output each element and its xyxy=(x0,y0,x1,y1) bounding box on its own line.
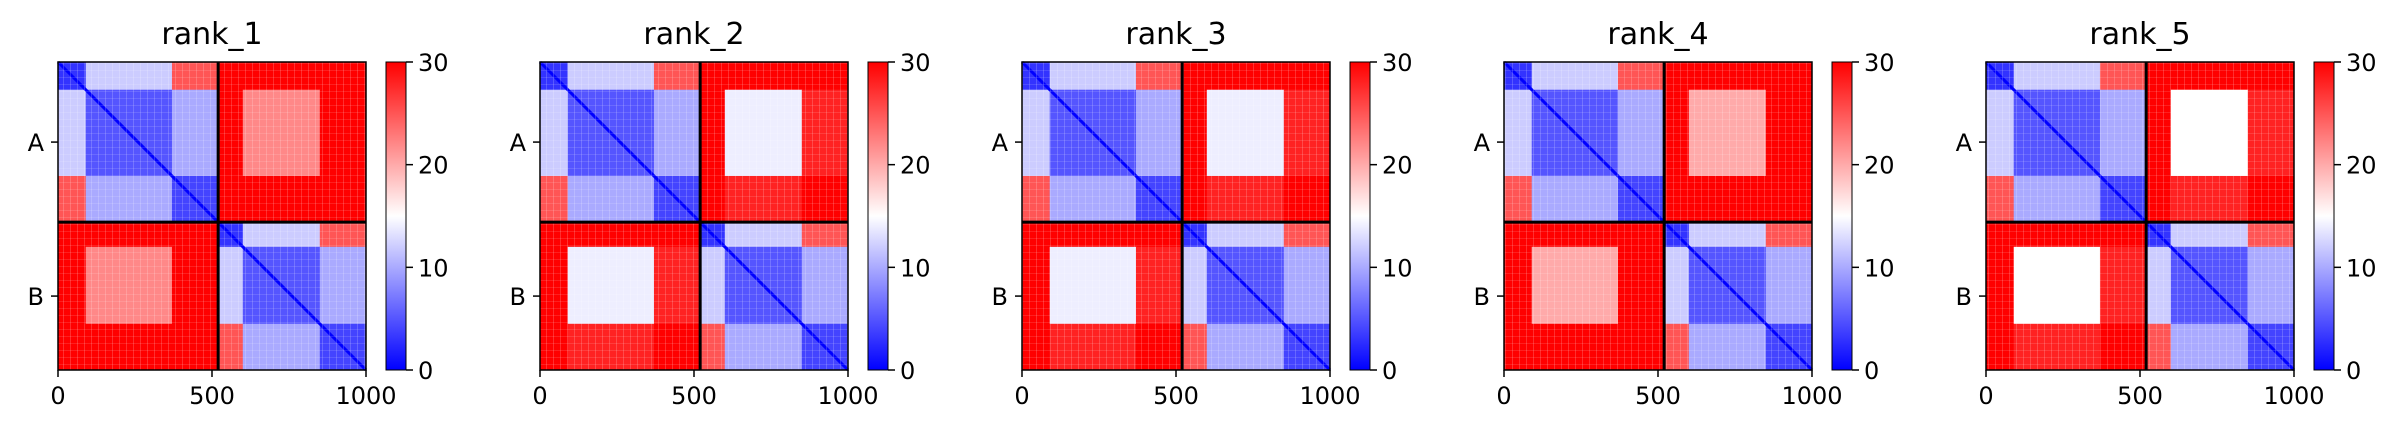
panel-rank_5: rank_5 0 500 1000 A B 0 10 20 30 xyxy=(1956,17,2377,410)
colorbar-tick-label: 30 xyxy=(1864,49,1895,77)
x-tick-label: 500 xyxy=(1635,382,1681,410)
x-tick-label: 1000 xyxy=(2263,382,2324,410)
y-tick-label: B xyxy=(992,283,1008,311)
colorbar-tick-label: 30 xyxy=(2346,49,2377,77)
heatmap xyxy=(1020,60,1332,372)
colorbar-tick-label: 0 xyxy=(1382,357,1397,385)
x-tick-label: 500 xyxy=(2117,382,2163,410)
y-tick-label: B xyxy=(510,283,526,311)
panel-title: rank_3 xyxy=(1125,17,1226,52)
colorbar-tick-label: 10 xyxy=(1864,254,1895,282)
colorbar-tick-label: 20 xyxy=(2346,152,2377,180)
x-tick-label: 500 xyxy=(671,382,717,410)
x-tick-label: 1000 xyxy=(817,382,878,410)
y-tick-label: A xyxy=(992,129,1009,157)
colorbar-tick-label: 0 xyxy=(2346,357,2361,385)
x-tick-label: 1000 xyxy=(1299,382,1360,410)
y-tick-label: A xyxy=(510,129,527,157)
panel-rank_1: rank_1 0 500 1000 A B 0 10 20 30 xyxy=(28,17,449,410)
y-tick-label: B xyxy=(28,283,44,311)
panel-title: rank_2 xyxy=(643,17,744,52)
heatmap xyxy=(538,60,850,372)
colorbar-tick-label: 10 xyxy=(2346,254,2377,282)
y-tick-label: B xyxy=(1474,283,1490,311)
panel-rank_4: rank_4 0 500 1000 A B 0 10 20 30 xyxy=(1474,17,1895,410)
colorbar-tick-label: 0 xyxy=(418,357,433,385)
x-tick-label: 0 xyxy=(1014,382,1029,410)
colorbar-tick-label: 10 xyxy=(900,254,931,282)
texture-overlay xyxy=(1022,62,1330,370)
colorbar-tick-label: 20 xyxy=(418,152,449,180)
panel-title: rank_1 xyxy=(161,17,262,52)
colorbar-tick-label: 10 xyxy=(1382,254,1413,282)
panel-title: rank_5 xyxy=(2089,17,2190,52)
panel-rank_2: rank_2 0 500 1000 A B 0 10 20 30 xyxy=(510,17,931,410)
texture-overlay xyxy=(1504,62,1812,370)
texture-overlay xyxy=(1986,62,2294,370)
y-tick-label: A xyxy=(1474,129,1491,157)
panel-title: rank_4 xyxy=(1607,17,1708,52)
y-tick-label: A xyxy=(1956,129,1973,157)
x-tick-label: 0 xyxy=(532,382,547,410)
colorbar xyxy=(1831,61,1853,371)
colorbar-tick-label: 20 xyxy=(1382,152,1413,180)
heatmap xyxy=(1984,60,2296,372)
colorbar xyxy=(2313,61,2335,371)
y-tick-label: B xyxy=(1956,283,1972,311)
x-tick-label: 1000 xyxy=(1781,382,1842,410)
x-tick-label: 0 xyxy=(1496,382,1511,410)
x-tick-label: 500 xyxy=(1153,382,1199,410)
colorbar-tick-label: 20 xyxy=(1864,152,1895,180)
heatmap xyxy=(56,60,368,372)
texture-overlay xyxy=(58,62,366,370)
colorbar-tick-label: 10 xyxy=(418,254,449,282)
heatmap xyxy=(1502,60,1814,372)
panel-rank_3: rank_3 0 500 1000 A B 0 10 20 30 xyxy=(992,17,1413,410)
colorbar-tick-label: 0 xyxy=(1864,357,1879,385)
colorbar xyxy=(385,61,407,371)
texture-overlay xyxy=(540,62,848,370)
colorbar-tick-label: 0 xyxy=(900,357,915,385)
colorbar-tick-label: 30 xyxy=(900,49,931,77)
colorbar-tick-label: 30 xyxy=(1382,49,1413,77)
x-tick-label: 0 xyxy=(1978,382,1993,410)
colorbar-tick-label: 30 xyxy=(418,49,449,77)
y-tick-label: A xyxy=(28,129,45,157)
x-tick-label: 500 xyxy=(189,382,235,410)
colorbar-tick-label: 20 xyxy=(900,152,931,180)
x-tick-label: 1000 xyxy=(335,382,396,410)
x-tick-label: 0 xyxy=(50,382,65,410)
colorbar xyxy=(1349,61,1371,371)
colorbar xyxy=(867,61,889,371)
